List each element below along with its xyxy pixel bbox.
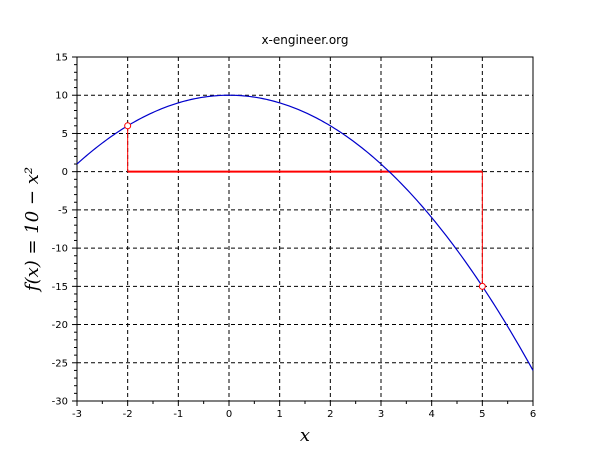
x-tick-label: 5 bbox=[479, 409, 485, 420]
interval-annotations bbox=[127, 125, 483, 287]
x-tick-label: 3 bbox=[378, 409, 384, 420]
y-tick-label: -15 bbox=[52, 282, 68, 293]
chart-title: x-engineer.org bbox=[261, 33, 348, 47]
interval-endpoint-marker bbox=[124, 122, 132, 130]
x-tick-label: 4 bbox=[428, 409, 434, 420]
x-tick-label: 1 bbox=[276, 409, 282, 420]
y-tick-label: 0 bbox=[62, 167, 68, 178]
y-tick-label: -10 bbox=[52, 244, 68, 255]
y-tick-label: -5 bbox=[58, 205, 68, 216]
plot-area-frame bbox=[76, 56, 534, 402]
x-tick-labels: -3 -2 -1 0 1 2 3 4 5 6 bbox=[72, 409, 536, 420]
y-tick-label: -25 bbox=[52, 358, 68, 369]
x-axis-label: x bbox=[300, 425, 310, 446]
interval-endpoint-marker bbox=[478, 282, 486, 290]
x-tick-label: -1 bbox=[173, 409, 183, 420]
grid bbox=[77, 57, 533, 401]
y-tick-label: -20 bbox=[52, 320, 68, 331]
x-tick-label: -2 bbox=[123, 409, 133, 420]
y-tick-label: 15 bbox=[55, 53, 68, 64]
curve-layer bbox=[76, 94, 534, 371]
y-tick-labels: -30 -25 -20 -15 -10 -5 0 5 10 15 bbox=[52, 53, 68, 408]
y-axis-label: f(x) = 10 − x² bbox=[22, 167, 43, 293]
function-curve bbox=[76, 94, 534, 371]
x-tick-label: 6 bbox=[530, 409, 536, 420]
x-tick-label: -3 bbox=[72, 409, 82, 420]
axis-ticks bbox=[72, 56, 534, 406]
y-tick-label: -30 bbox=[52, 397, 68, 408]
y-tick-label: 5 bbox=[62, 129, 68, 140]
x-tick-label: 0 bbox=[226, 409, 232, 420]
x-tick-label: 2 bbox=[327, 409, 333, 420]
y-tick-label: 10 bbox=[55, 91, 68, 102]
